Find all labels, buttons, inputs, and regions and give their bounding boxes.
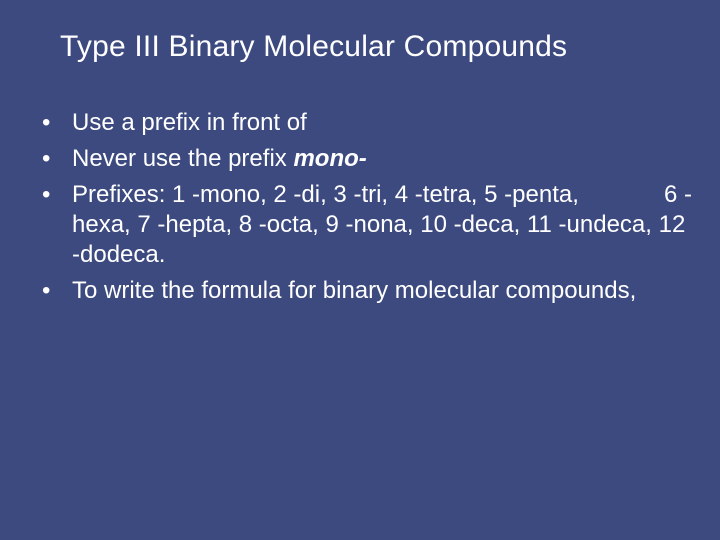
bullet-list: Use a prefix in front of Never use the p…: [28, 108, 692, 306]
bullet-emphasis: mono-: [293, 145, 366, 172]
bullet-text: Never use the prefix: [72, 145, 293, 172]
bullet-text: To write the formula for binary molecula…: [72, 277, 636, 304]
bullet-text: Prefixes: 1 -mono, 2 -di, 3 -tri, 4 -tet…: [72, 180, 646, 210]
bullet-text-continuation: hexa, 7 -hepta, 8 -octa, 9 -nona, 10 -de…: [72, 211, 685, 268]
bullet-text-right: 6 -: [646, 180, 692, 210]
bullet-item: To write the formula for binary molecula…: [28, 276, 692, 306]
bullet-item: Use a prefix in front of: [28, 108, 692, 138]
bullet-item: Prefixes: 1 -mono, 2 -di, 3 -tri, 4 -tet…: [28, 180, 692, 270]
slide-title: Type III Binary Molecular Compounds: [60, 30, 692, 64]
bullet-item: Never use the prefix mono-: [28, 144, 692, 174]
bullet-text: Use a prefix in front of: [72, 109, 307, 136]
